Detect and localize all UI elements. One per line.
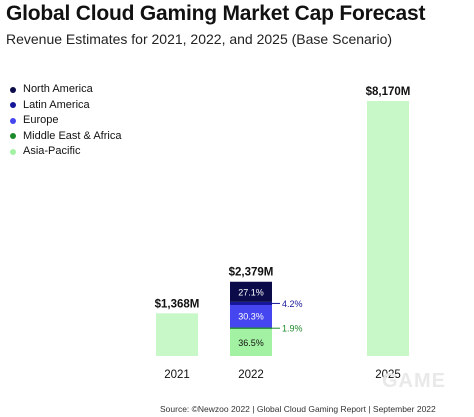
legend: North America Latin America Europe Middle E… — [10, 82, 121, 160]
x-tick-label: 2025 — [375, 369, 401, 381]
legend-swatch — [10, 148, 16, 155]
bar-total-label: $2,379M — [229, 267, 274, 279]
bar-segment — [230, 327, 272, 329]
bar-total-label: $1,368M — [155, 298, 200, 310]
segment-label: 4.2% — [282, 299, 303, 309]
legend-item: Europe — [10, 113, 121, 129]
chart-subtitle: Revenue Estimates for 2021, 2022, and 20… — [6, 31, 393, 47]
x-tick-label: 2021 — [164, 369, 190, 381]
legend-label: Asia-Pacific — [23, 145, 81, 157]
legend-label: North America — [23, 83, 93, 95]
x-tick-label: 2022 — [238, 369, 264, 381]
segment-label: 27.1% — [238, 287, 264, 297]
bar — [156, 313, 198, 356]
legend-item: North America — [10, 82, 121, 98]
bar-segment — [230, 328, 272, 356]
bar-segment — [230, 304, 272, 328]
chart-title: Global Cloud Gaming Market Cap Forecast — [6, 2, 426, 25]
legend-swatch — [10, 102, 16, 109]
legend-item: Latin America — [10, 98, 121, 114]
bar-segment — [230, 281, 272, 302]
segment-label: 36.5% — [238, 338, 264, 348]
legend-label: Middle East & Africa — [23, 129, 122, 142]
bar — [367, 101, 409, 356]
segment-label: 1.9% — [282, 324, 303, 334]
segment-label: 30.3% — [238, 312, 264, 322]
legend-swatch — [10, 86, 16, 93]
legend-label: Latin America — [23, 98, 90, 111]
bar-segment — [230, 301, 272, 305]
bar-total-label: $8,170M — [366, 86, 411, 98]
legend-item: Middle East & Africa — [10, 129, 121, 145]
source-note: Source: ©Newzoo 2022 | Global Cloud Gami… — [160, 404, 436, 414]
legend-label: Europe — [23, 114, 59, 126]
watermark-logo: GAME — [382, 370, 446, 392]
legend-swatch — [10, 133, 16, 140]
legend-swatch — [10, 117, 16, 124]
legend-item: Asia-Pacific — [10, 144, 121, 160]
